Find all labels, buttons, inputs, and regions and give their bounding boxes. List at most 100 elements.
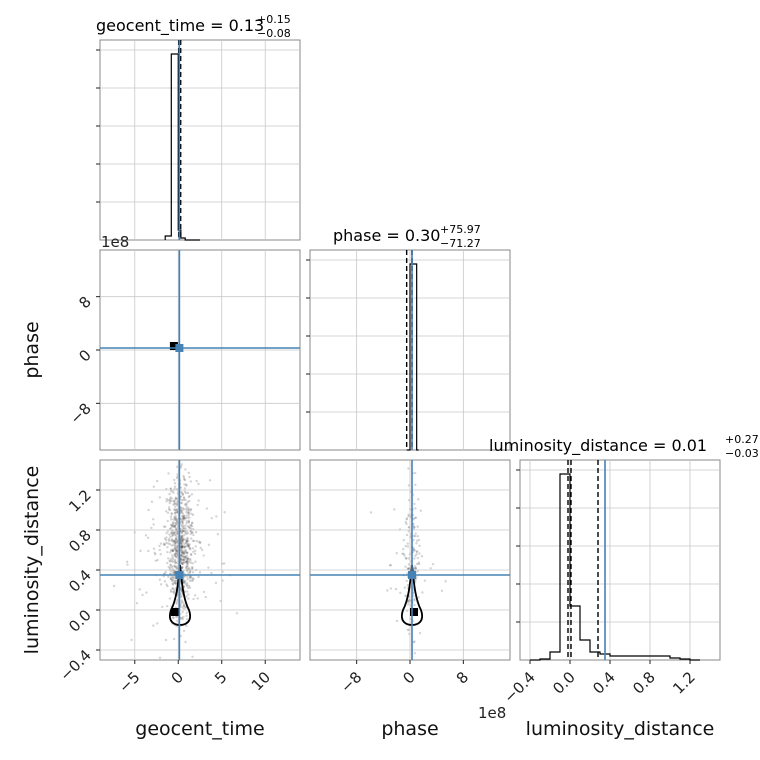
panel-distance-vs-geocent-time-sample-point bbox=[166, 546, 169, 549]
panel-distance-vs-geocent-time-sample-point bbox=[175, 601, 178, 604]
panel-distance-vs-phase-sample-point bbox=[405, 522, 408, 526]
panel-distance-vs-geocent-time-sample-point bbox=[138, 588, 141, 591]
panel-distance-vs-geocent-time-sample-point bbox=[172, 565, 175, 568]
panel-distance-vs-geocent-time-sample-point bbox=[174, 536, 178, 539]
panel-distance-vs-phase-sample-point bbox=[417, 538, 421, 542]
panel-distance-vs-geocent-time-sample-point bbox=[183, 497, 186, 500]
panel-distance-vs-phase-sample-point bbox=[414, 566, 418, 570]
panel-distance-vs-geocent-time-sample-point bbox=[173, 521, 177, 525]
panel-distance-vs-phase-sample-point bbox=[404, 520, 408, 524]
panel-distance-vs-geocent-time-sample-point bbox=[175, 531, 179, 534]
panel-distance-vs-geocent-time-sample-point bbox=[188, 546, 191, 549]
scatter-layer bbox=[112, 463, 447, 659]
panel-distance-vs-phase-sample-point bbox=[414, 532, 417, 535]
panel-distance-vs-phase-sample-point bbox=[405, 518, 408, 521]
panel-distance-vs-geocent-time-sample-point bbox=[188, 499, 191, 503]
panel-distance-vs-geocent-time-sample-point bbox=[180, 537, 183, 540]
panel-distance-vs-geocent-time-sample-point bbox=[172, 499, 175, 503]
panel-distance-vs-geocent-time-sample-point bbox=[159, 542, 163, 545]
panel-distance-vs-geocent-time-sample-point bbox=[180, 539, 184, 542]
panel-distance-vs-geocent-time-sample-point bbox=[191, 539, 195, 542]
panel-distance-vs-geocent-time-sample-point bbox=[183, 551, 186, 554]
panel-distance-vs-geocent-time-sample-point bbox=[181, 601, 184, 604]
panel-distance-vs-geocent-time-sample-point bbox=[179, 486, 183, 489]
panel-distance-vs-geocent-time-sample-point bbox=[155, 479, 159, 483]
panel-distance-vs-geocent-time-sample-point bbox=[168, 501, 171, 505]
panel-distance-vs-geocent-time-sample-point bbox=[185, 530, 188, 533]
panel-distance-vs-geocent-time-sample-point bbox=[181, 551, 184, 554]
panel-distance-vs-geocent-time-sample-point bbox=[171, 539, 174, 542]
panel-distance-vs-phase-sample-point bbox=[386, 589, 389, 592]
panel-distance-vs-geocent-time-sample-point bbox=[181, 551, 185, 555]
panel-distance-vs-geocent-time-sample-point bbox=[186, 586, 190, 590]
panel-distance-vs-geocent-time-sample-point bbox=[202, 554, 205, 557]
panel-distance-vs-geocent-time-sample-point bbox=[175, 549, 178, 552]
panel-distance-vs-geocent-time-sample-point bbox=[188, 586, 192, 589]
panel-distance-vs-geocent-time-sample-point bbox=[172, 590, 176, 594]
panel-distance-vs-geocent-time-sample-point bbox=[184, 606, 187, 609]
panel-distance-vs-geocent-time-sample-point bbox=[182, 537, 186, 540]
panel-distance-vs-geocent-time-sample-point bbox=[171, 522, 175, 525]
panel-distance-vs-geocent-time-sample-point bbox=[158, 496, 162, 499]
panel-distance-vs-geocent-time-sample-point bbox=[180, 545, 184, 549]
panel-distance-vs-geocent-time-sample-point bbox=[173, 531, 176, 535]
panel-distance-vs-geocent-time-sample-point bbox=[185, 484, 188, 487]
panel-distance-vs-geocent-time-sample-point bbox=[184, 491, 188, 495]
panel-distance-vs-geocent-time-sample-point bbox=[182, 498, 185, 502]
panel-distance-vs-geocent-time-sample-point bbox=[189, 553, 193, 556]
panel-distance-vs-geocent-time-sample-point bbox=[175, 548, 178, 551]
panel-distance-vs-geocent-time-sample-point bbox=[175, 546, 179, 549]
panel-distance-vs-geocent-time-sample-point bbox=[185, 514, 188, 517]
panel-distance-vs-geocent-time-sample-point bbox=[188, 516, 191, 519]
panel-distance-vs-geocent-time-sample-point bbox=[182, 629, 186, 633]
panel-distance-vs-geocent-time-sample-point bbox=[173, 478, 176, 482]
panel-distance-vs-geocent-time-sample-point bbox=[173, 572, 176, 575]
panel-distance-vs-phase-sample-point bbox=[416, 569, 420, 573]
panel-distance-vs-geocent-time-sample-point bbox=[180, 594, 183, 598]
panel-distance-vs-geocent-time-sample-point bbox=[170, 525, 174, 528]
panel-distance-vs-geocent-time-sample-point bbox=[180, 535, 184, 538]
panel-distance-vs-geocent-time-sample-point bbox=[175, 561, 179, 565]
panel-distance-vs-geocent-time-sample-point bbox=[170, 549, 173, 552]
panel-distance-vs-geocent-time-sample-point bbox=[167, 472, 170, 475]
panel-distance-vs-geocent-time-sample-point bbox=[180, 534, 183, 537]
panel-distance-vs-phase-sample-point bbox=[406, 542, 410, 545]
panel-distance-vs-geocent-time-sample-point bbox=[185, 560, 188, 564]
panel-distance-vs-geocent-time-sample-point bbox=[181, 554, 185, 557]
panel-distance-vs-phase-sample-point bbox=[389, 587, 393, 590]
panel-distance-vs-phase-sample-point bbox=[417, 498, 420, 501]
panel-distance-vs-geocent-time-sample-point bbox=[190, 525, 194, 528]
panel-distance-vs-geocent-time-sample-point bbox=[197, 482, 200, 486]
panel-distance-vs-geocent-time-sample-point bbox=[184, 531, 187, 535]
panel-distance-vs-geocent-time-sample-point bbox=[180, 520, 184, 523]
panel-distance-vs-geocent-time-sample-point bbox=[171, 556, 174, 559]
panel-distance-vs-phase-sample-point bbox=[413, 516, 417, 520]
panel-distance-vs-geocent-time-sample-point bbox=[175, 497, 178, 500]
panel-distance-vs-geocent-time-sample-point bbox=[169, 563, 172, 567]
panel-distance-vs-geocent-time-sample-point bbox=[186, 583, 189, 587]
panel-distance-vs-phase-sample-point bbox=[413, 525, 416, 529]
panel-distance-vs-geocent-time-sample-point bbox=[174, 565, 177, 569]
panel-distance-vs-geocent-time-sample-point bbox=[202, 590, 206, 594]
panel-distance-vs-geocent-time-sample-point bbox=[189, 575, 192, 578]
panel-distance-vs-phase-sample-point bbox=[401, 552, 404, 555]
panel-distance-vs-geocent-time-sample-point bbox=[175, 519, 179, 522]
title-luminosity-distance: luminosity_distance = 0.01 bbox=[489, 436, 707, 456]
panel-distance-vs-phase-sample-point bbox=[412, 527, 415, 530]
panel-distance-vs-geocent-time-sample-point bbox=[188, 475, 191, 479]
panel-distance-vs-geocent-time-sample-point bbox=[175, 510, 178, 514]
panel-distance-vs-geocent-time-sample-point bbox=[171, 523, 174, 527]
panel-distance-vs-phase-sample-point bbox=[389, 564, 393, 567]
panel-distance-vs-geocent-time-sample-point bbox=[191, 571, 195, 574]
panel-distance-vs-geocent-time-sample-point bbox=[188, 579, 192, 583]
panel-distance-vs-geocent-time-sample-point bbox=[182, 476, 186, 479]
panel-distance-vs-geocent-time-sample-point bbox=[182, 517, 185, 520]
panel-distance-vs-geocent-time-sample-point bbox=[188, 543, 191, 546]
panel-distance-vs-geocent-time-sample-point bbox=[190, 493, 194, 496]
panel-distance-vs-geocent-time-sample-point bbox=[189, 575, 193, 578]
panel-distance-vs-geocent-time-sample-point bbox=[223, 511, 226, 514]
panel-distance-vs-phase-sample-point bbox=[416, 556, 420, 560]
panel-distance-vs-phase-sample-point bbox=[412, 522, 415, 526]
panel-distance-vs-geocent-time-sample-point bbox=[175, 521, 179, 524]
panel-distance-vs-geocent-time-sample-point bbox=[180, 552, 183, 555]
